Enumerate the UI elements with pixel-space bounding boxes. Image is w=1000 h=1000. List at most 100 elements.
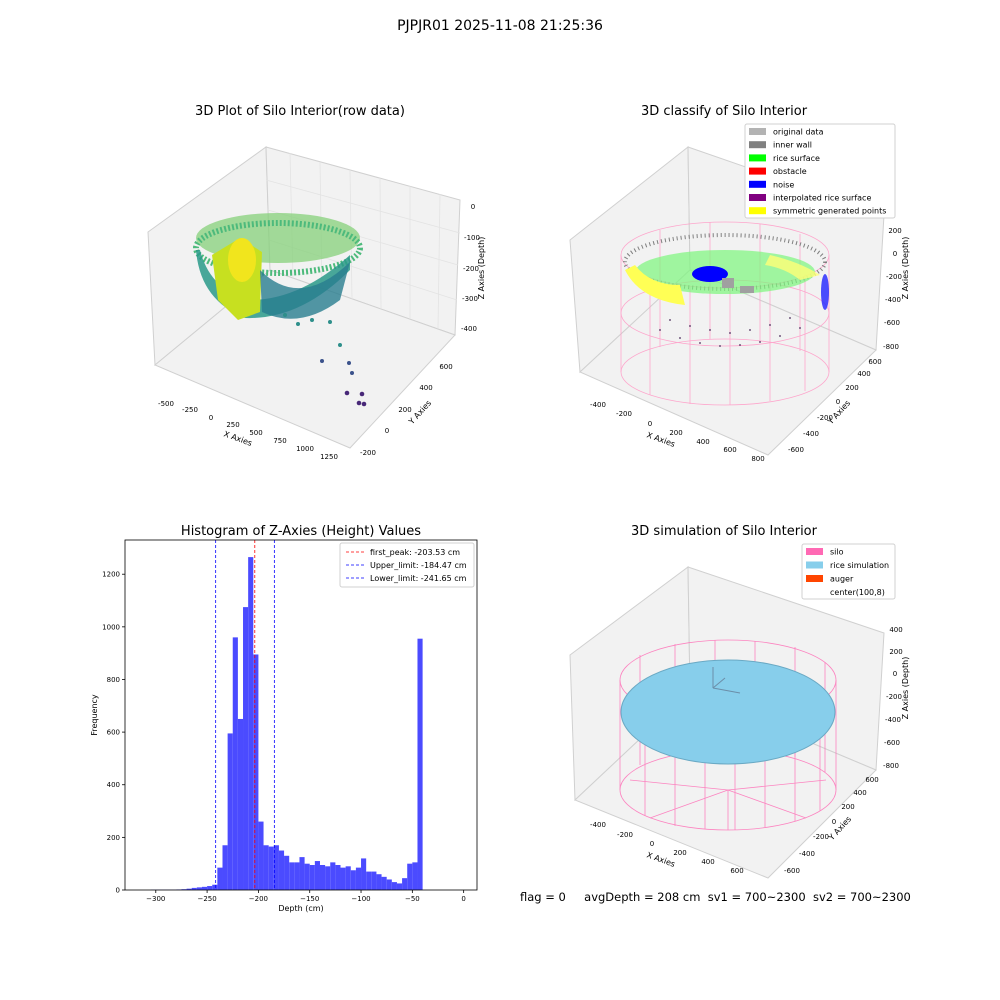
histogram-xtick-label: −300 [146,895,165,903]
histogram-xtick-label: −50 [405,895,420,903]
raw-ytick: 400 [419,384,432,392]
histogram-frame [124,539,478,891]
classify-ztick: -400 [885,296,901,304]
classify-ztick: 0 [893,250,897,258]
histogram-bar [396,883,403,890]
classify-ztick: -800 [883,343,899,351]
avg-depth-text: avgDepth = 208 cm [584,890,701,904]
simulation-3d-plot: -400 -200 0 200 400 600 -600 -400 -200 0… [569,543,910,879]
classify-zlabel: Z Axies (Depth) [901,237,910,300]
histogram-bar [340,867,346,890]
sim-xtick: 200 [673,849,686,857]
raw-ztick: -200 [463,265,479,273]
histogram-bar [350,870,356,890]
histogram-xtick-label: 0 [461,895,465,903]
histogram-xlabel: Depth (cm) [278,904,323,913]
histogram-bar [325,866,331,890]
histogram-bar [253,654,259,890]
raw-xtick: -250 [182,406,198,414]
histogram-bar [196,887,202,890]
raw-ytick: -200 [360,449,376,457]
histogram-bar [243,607,249,890]
histogram-ytick-label: 600 [107,729,120,737]
simulation-legend: silo rice simulation auger center(100,8) [801,543,896,600]
classify-xtick: -400 [590,401,606,409]
flag-text: flag = 0 [520,890,566,904]
sim-zlabel: Z Axies (Depth) [901,657,910,720]
simulation-legend-label: auger [830,575,854,584]
sim-ytick: 400 [853,789,866,797]
histogram-ytick-label: 1200 [102,571,120,579]
sim-xtick: 400 [701,858,714,866]
raw-ztick: -300 [462,295,478,303]
histogram-bar [319,865,326,890]
classify-legend-label: inner wall [773,141,812,150]
classify-ytick: -200 [817,414,833,422]
histogram-bar [186,888,192,890]
raw-xtick: 0 [209,414,213,422]
histogram-bar [402,878,408,890]
simulation-legend-swatch [806,575,823,582]
raw-xtick: 750 [273,437,286,445]
histogram-bar [232,637,238,890]
histogram-ytick-label: 0 [116,887,120,895]
histogram-bar [237,718,244,890]
raw-ytick: 600 [439,363,452,371]
sim-xtick: 600 [730,867,743,875]
simulation-panel-title: 3D simulation of Silo Interior [631,524,817,539]
classify-legend-swatch [749,128,766,135]
histogram-bar [361,858,367,890]
histogram-bar [371,871,377,890]
histogram-bar [294,862,300,890]
histogram-legend-label: Upper_limit: -184.47 cm [370,561,467,570]
classify-ytick: 600 [868,358,881,366]
histogram-bar [289,862,295,890]
histogram-bar [345,866,351,890]
sim-ytick: -600 [784,867,800,875]
classify-legend: original data inner wall rice surface obsta… [744,123,896,219]
status-line: flag = 0 avgDepth = 208 cm sv1 = 700~230… [520,890,911,904]
classify-point-cloud [623,233,829,347]
sv2-text: sv2 = 700~2300 [812,890,911,904]
sim-ylabel: Y Axies [826,815,853,843]
histogram-bar [217,867,223,890]
histogram-bar [330,862,336,890]
sim-ztick: 0 [893,670,897,678]
histogram-bar [376,874,382,890]
raw-ztick: -400 [461,325,477,333]
classify-panel-title: 3D classify of Silo Interior [640,104,808,119]
histogram-legend-label: Lower_limit: -241.65 cm [370,574,467,583]
classify-legend-swatch [749,207,766,215]
histogram-bar [258,821,264,890]
sim-ytick: 600 [865,776,878,784]
histogram-bar [278,850,285,890]
classify-ztick: -200 [886,273,902,281]
simulation-legend-swatch [806,561,823,569]
histogram-bar [207,886,213,890]
classify-xtick: 600 [723,446,736,454]
sim-ytick: 200 [841,803,854,811]
raw-ytick: 0 [385,427,389,435]
histogram-bar [355,867,362,890]
histogram-bar [248,557,254,890]
sim-ztick: -800 [883,762,899,770]
histogram-title: Histogram of Z-Axies (Height) Values [180,524,422,539]
sim-xlabel: X Axies [645,850,676,869]
raw-ytick: 200 [398,406,411,414]
raw-3d-plot: -500 -250 0 250 500 750 1000 1250 -200 0… [147,146,486,461]
histogram-bar [273,845,279,890]
classify-ytick: -600 [788,446,804,454]
sim-ztick: -600 [884,739,900,747]
classify-legend-label: noise [773,180,794,189]
raw-xtick: 1000 [296,445,314,453]
raw-ztick: 0 [471,203,475,211]
histogram-ytick-label: 400 [107,781,120,789]
raw-ztick: -100 [464,234,480,242]
histogram-legend: first_peak: -203.53 cm Upper_limit: -184.… [339,542,475,588]
histogram-bar [366,871,372,890]
histogram-ylabel: Frequency [90,694,99,736]
sim-xtick: 0 [650,840,654,848]
classify-ytick: 200 [845,384,858,392]
histogram-bar [222,845,228,890]
histogram-xtick-label: −200 [249,895,268,903]
